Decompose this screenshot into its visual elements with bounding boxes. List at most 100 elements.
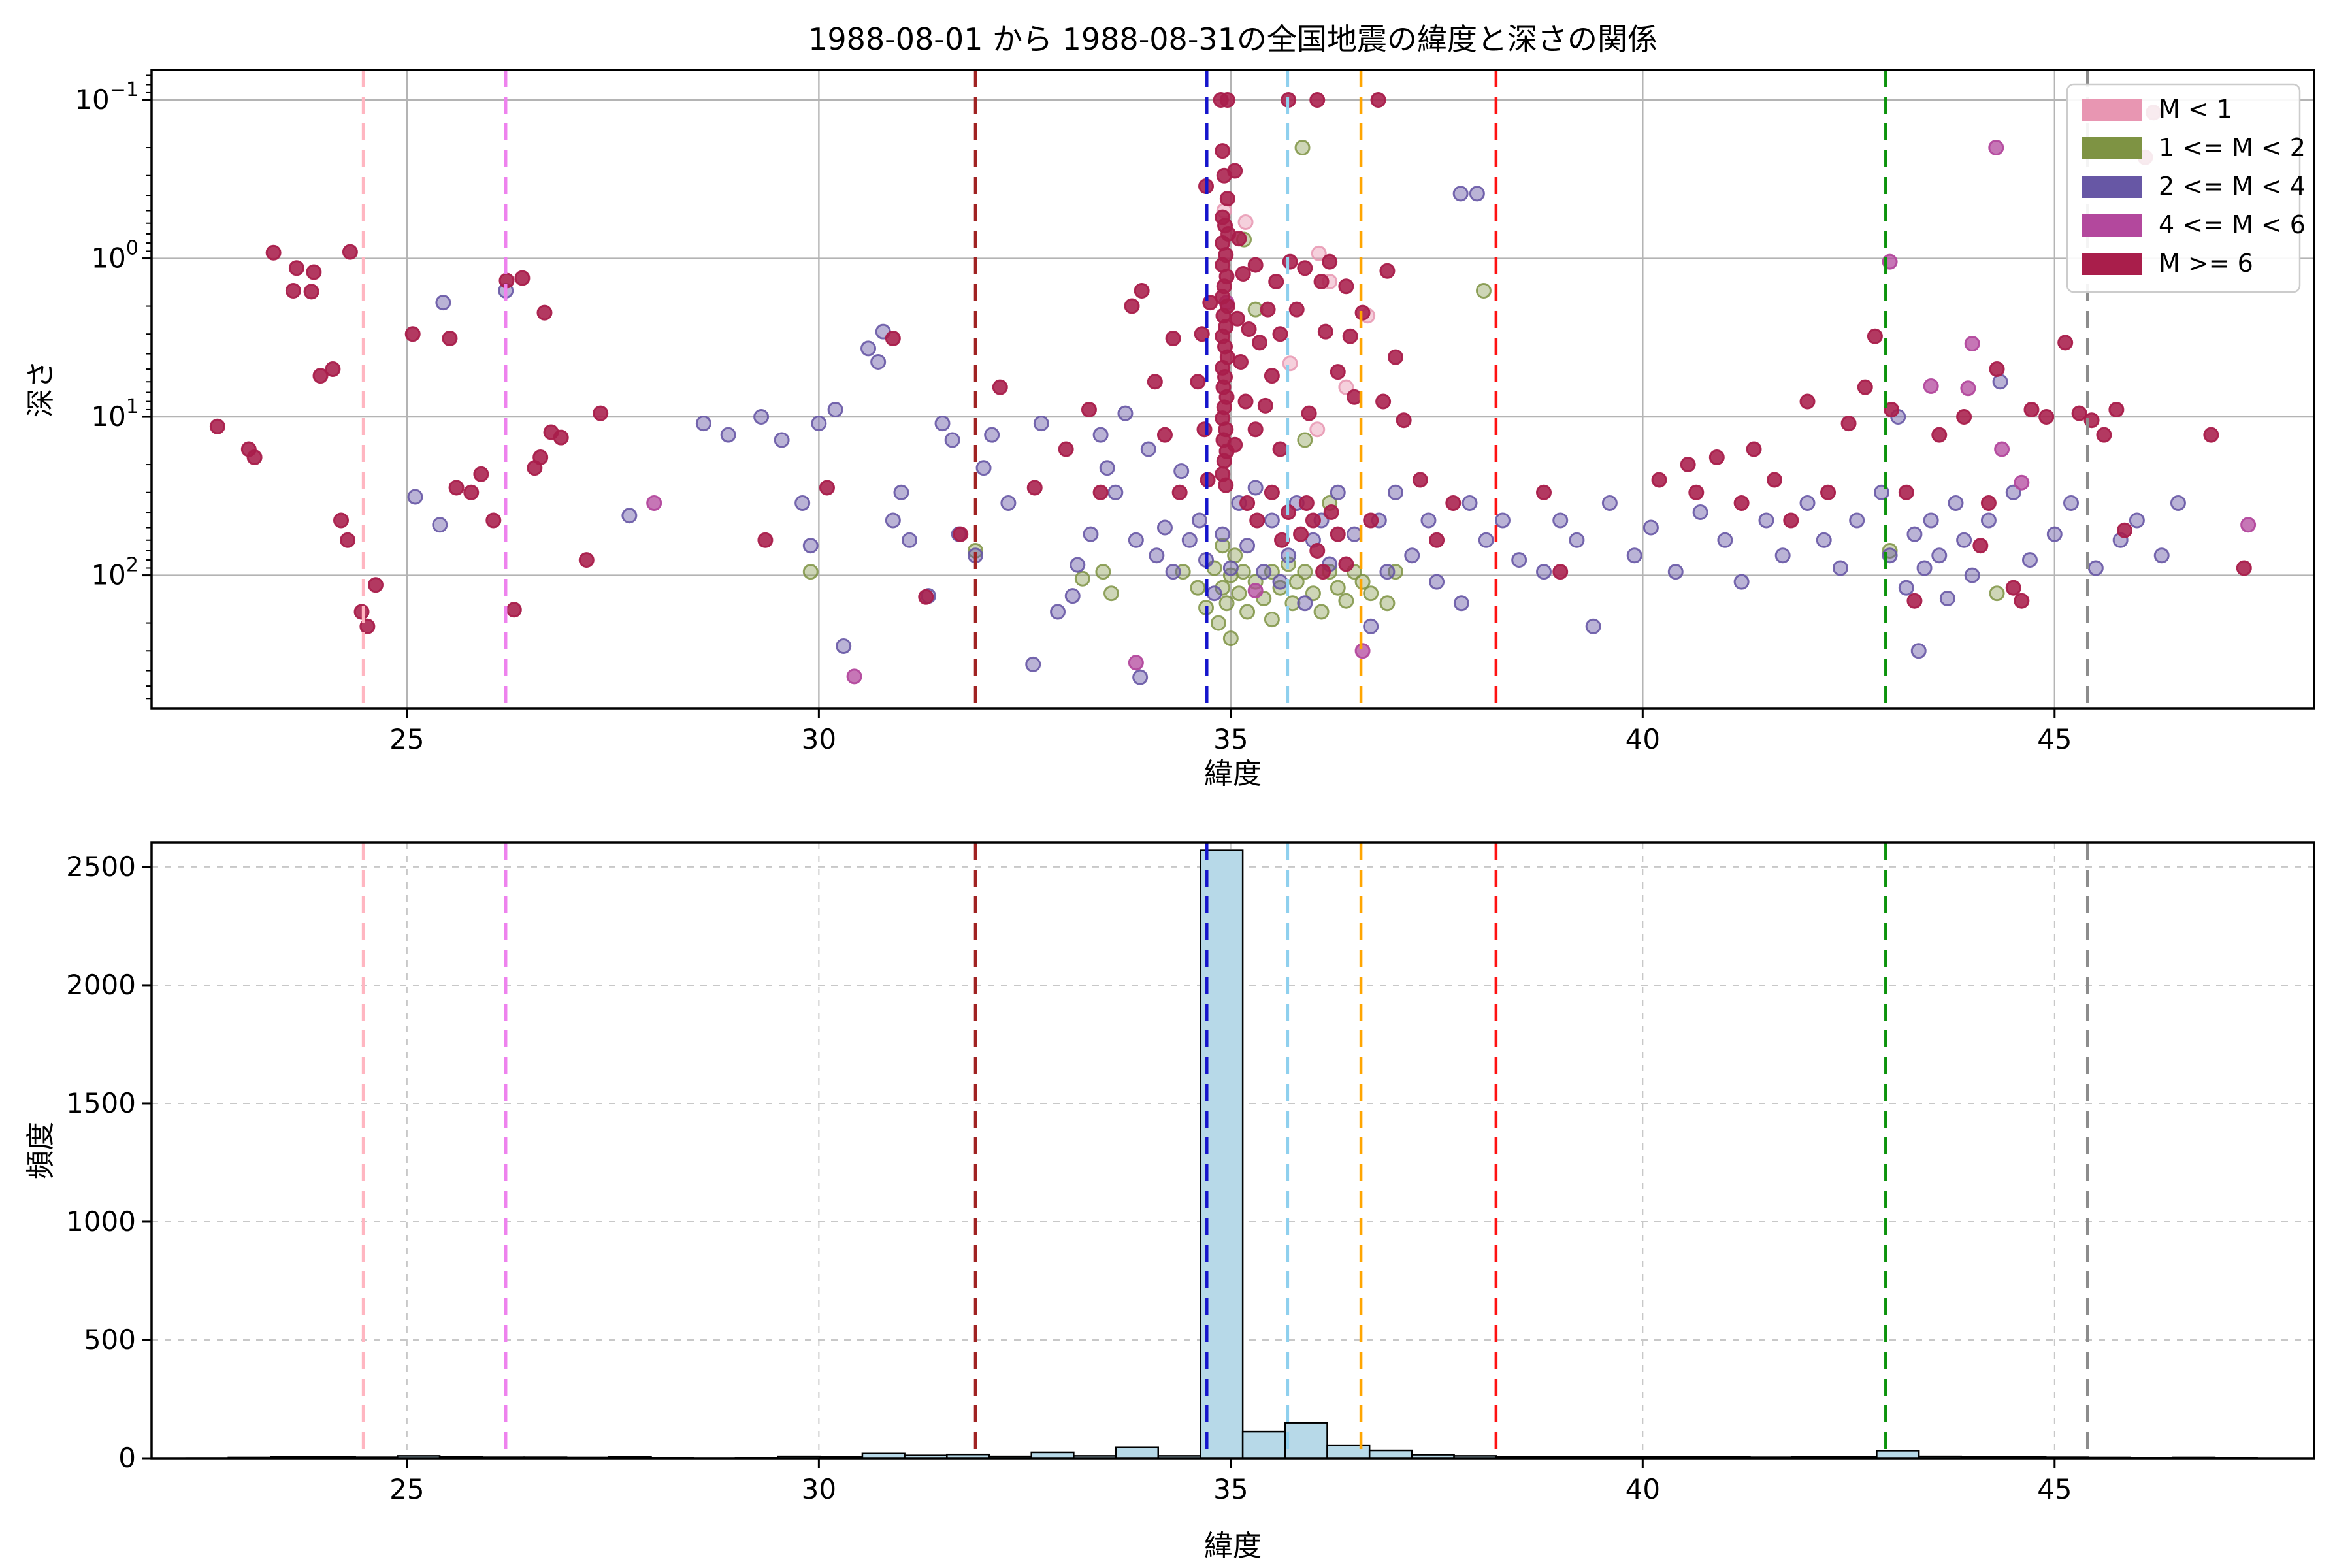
hist-bar: [1368, 1449, 1413, 1460]
data-point: [1260, 301, 1276, 318]
data-point: [1338, 556, 1354, 572]
data-point: [1923, 378, 1939, 395]
data-point: [333, 512, 350, 529]
data-point: [514, 270, 531, 286]
data-point: [1338, 278, 1354, 295]
data-point: [404, 326, 421, 342]
legend-label: 4 <= M < 6: [2159, 210, 2306, 239]
data-point: [1420, 512, 1437, 529]
data-point: [1239, 495, 1256, 511]
data-point: [1354, 304, 1371, 321]
data-point: [1552, 564, 1569, 580]
data-point: [1898, 580, 1914, 596]
data-point: [407, 489, 423, 505]
data-point: [1536, 564, 1552, 580]
y-tick-label: 2000: [66, 969, 136, 1001]
data-point: [246, 449, 263, 465]
data-point: [285, 283, 301, 299]
data-point: [2170, 495, 2186, 511]
x-tick-label: 35: [1213, 1473, 1248, 1505]
data-point: [1298, 495, 1315, 511]
data-point: [1478, 532, 1494, 548]
data-point: [1140, 441, 1156, 457]
y-tick-label: 101: [91, 395, 139, 433]
data-point: [827, 401, 843, 417]
hist-ylabel: 頻度: [24, 1122, 57, 1179]
data-point: [1820, 484, 1837, 500]
data-point: [2005, 580, 2021, 596]
data-point: [2096, 427, 2112, 443]
scatter-series-1: [802, 140, 2005, 647]
data-point: [435, 295, 451, 311]
data-point: [1282, 355, 1298, 372]
data-point: [1342, 328, 1358, 344]
data-point: [1388, 349, 1404, 365]
data-point: [1375, 393, 1392, 410]
data-point: [2021, 552, 2038, 568]
data-point: [1445, 495, 1462, 511]
data-point: [1338, 379, 1354, 395]
data-point: [1282, 253, 1298, 270]
data-point: [1227, 163, 1243, 179]
data-point: [1874, 484, 1889, 500]
data-point: [1237, 214, 1254, 230]
data-point: [2014, 474, 2030, 491]
data-point: [1379, 595, 1396, 612]
data-point: [1222, 560, 1239, 576]
data-point: [1354, 574, 1371, 590]
data-point: [578, 552, 595, 568]
data-point: [1134, 283, 1150, 299]
data-point: [1956, 409, 1972, 425]
data-point: [1247, 257, 1264, 273]
hist-xlabel: 緯度: [1204, 1529, 1262, 1563]
hist-bar: [1241, 1430, 1286, 1460]
data-point: [1746, 441, 1762, 457]
data-point: [1692, 504, 1708, 521]
y-tick-label: 1500: [66, 1087, 136, 1119]
data-point: [265, 244, 282, 261]
x-tick-label: 25: [389, 1473, 424, 1505]
data-point: [1429, 532, 1445, 548]
scatter-ylabel: 深さ: [24, 360, 57, 417]
scatter-xlabel: 緯度: [1204, 757, 1262, 791]
data-point: [553, 429, 569, 446]
data-point: [802, 538, 819, 554]
data-point: [463, 484, 480, 500]
data-point: [1989, 361, 2005, 378]
y-tick-label: 102: [91, 554, 139, 591]
data-point: [1026, 480, 1043, 496]
legend-label: 2 <= M < 4: [2159, 172, 2306, 201]
data-point: [1733, 574, 1750, 590]
data-point: [442, 331, 458, 347]
data-point: [1404, 547, 1420, 564]
data-point: [1452, 186, 1469, 202]
data-point: [1733, 495, 1750, 511]
data-point: [1884, 401, 1900, 417]
hist-frame: [150, 841, 2315, 1460]
data-point: [1774, 547, 1791, 564]
data-point: [1923, 512, 1939, 529]
data-point: [1206, 585, 1222, 602]
data-point: [1980, 495, 1997, 511]
data-point: [312, 368, 329, 384]
data-point: [1147, 374, 1163, 390]
data-point: [860, 340, 877, 357]
data-point: [367, 577, 384, 593]
data-point: [1536, 484, 1552, 500]
data-point: [1210, 615, 1226, 631]
data-point: [1284, 595, 1301, 612]
data-point: [2087, 560, 2104, 576]
data-point: [1910, 643, 1927, 659]
data-point: [1667, 564, 1684, 580]
data-point: [1132, 669, 1149, 685]
data-point: [1309, 543, 1326, 559]
data-point: [506, 602, 522, 618]
data-point: [448, 480, 465, 496]
data-point: [2046, 526, 2063, 542]
data-point: [353, 604, 370, 620]
data-point: [1363, 512, 1379, 529]
legend-label: M >= 6: [2159, 249, 2253, 278]
legend-swatch: [2082, 214, 2142, 237]
data-point: [1227, 436, 1243, 453]
